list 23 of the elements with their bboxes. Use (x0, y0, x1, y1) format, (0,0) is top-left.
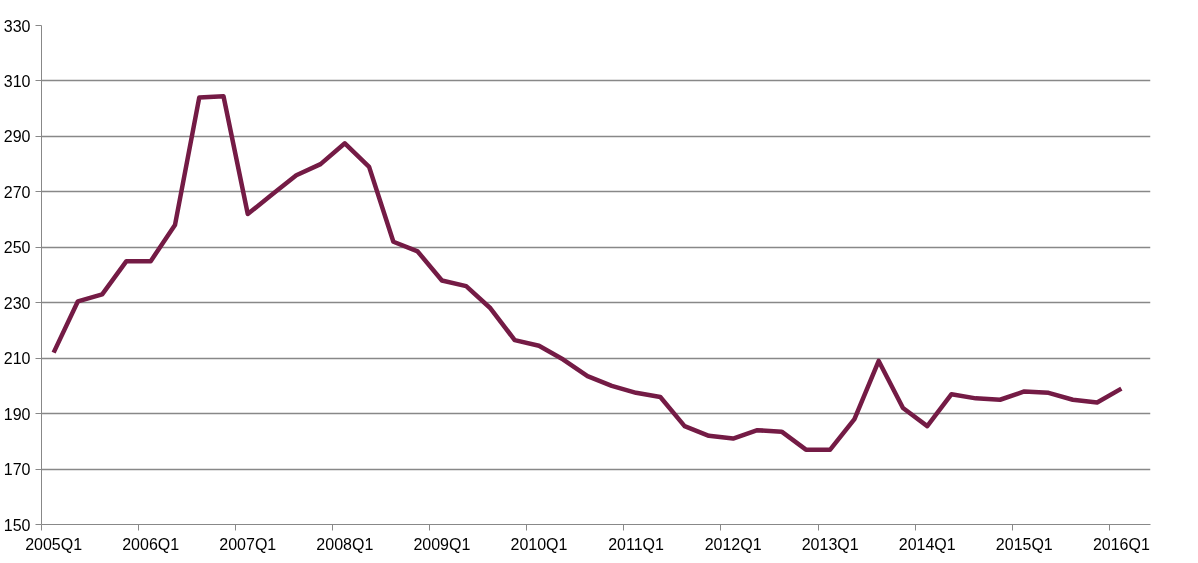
x-tick-label: 2006Q1 (122, 535, 180, 553)
x-tick-label: 2010Q1 (510, 535, 568, 553)
y-tick-label: 290 (3, 128, 31, 146)
y-tick-label: 330 (3, 17, 31, 35)
y-tick-label: 230 (3, 294, 31, 312)
y-tick-label: 150 (3, 516, 31, 534)
y-tick-label: 210 (3, 350, 31, 368)
x-tick-label: 2014Q1 (898, 535, 956, 553)
y-tick-label: 250 (3, 239, 31, 257)
line-series (51, 93, 1124, 452)
x-tick-label: 2007Q1 (219, 535, 277, 553)
y-tick-label: 310 (3, 72, 31, 90)
x-tick-label: 2015Q1 (995, 535, 1053, 553)
y-tick-label: 170 (3, 461, 31, 479)
x-tick-label: 2009Q1 (413, 535, 471, 553)
x-tick-label: 2016Q1 (1092, 535, 1150, 553)
x-tick-label: 2005Q1 (25, 535, 83, 553)
x-tick-label: 2013Q1 (801, 535, 859, 553)
y-tick-label: 270 (3, 183, 31, 201)
x-tick-label: 2012Q1 (704, 535, 762, 553)
y-tick-label: 190 (3, 405, 31, 423)
x-tick-label: 2011Q1 (608, 535, 665, 553)
x-tick-label: 2008Q1 (316, 535, 374, 553)
